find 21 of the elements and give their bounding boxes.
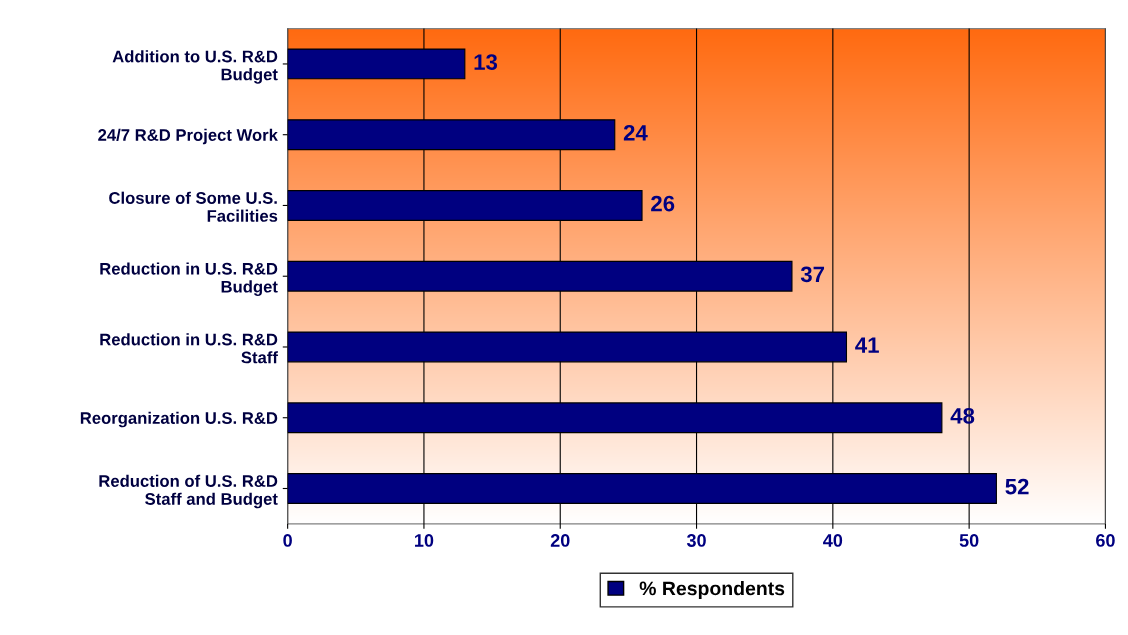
- x-tick-label: 30: [686, 534, 706, 547]
- data-label: 24: [623, 124, 648, 141]
- y-tick-label: Reduction of U.S. R&D Staff and Budget: [99, 474, 278, 509]
- y-tick-label: Reduction in U.S. R&D Staff: [100, 333, 278, 364]
- x-tick-label: 60: [1096, 534, 1115, 547]
- x-tick-label: 0: [283, 534, 292, 547]
- x-tick-label: 20: [550, 534, 570, 547]
- y-tick-label: Reduction in U.S. R&D Budget: [100, 262, 278, 296]
- x-tick-label: 40: [823, 534, 843, 547]
- x-tick-label: 50: [959, 534, 979, 547]
- data-label: 37: [800, 266, 825, 283]
- legend-label: % Respondents: [639, 581, 785, 600]
- y-tick-label: Closure of Some U.S. Facilities: [109, 191, 278, 222]
- data-label: 52: [1005, 478, 1029, 495]
- y-tick-label: 24/7 R&D Project Work: [98, 128, 278, 145]
- y-tick-label: Reorganization U.S. R&D: [80, 411, 278, 428]
- data-label: 26: [651, 195, 675, 212]
- data-label: 41: [855, 337, 879, 353]
- y-tick-label: Addition to U.S. R&D Budget: [112, 50, 278, 84]
- data-label: 13: [474, 54, 498, 70]
- x-tick-label: 10: [415, 534, 434, 547]
